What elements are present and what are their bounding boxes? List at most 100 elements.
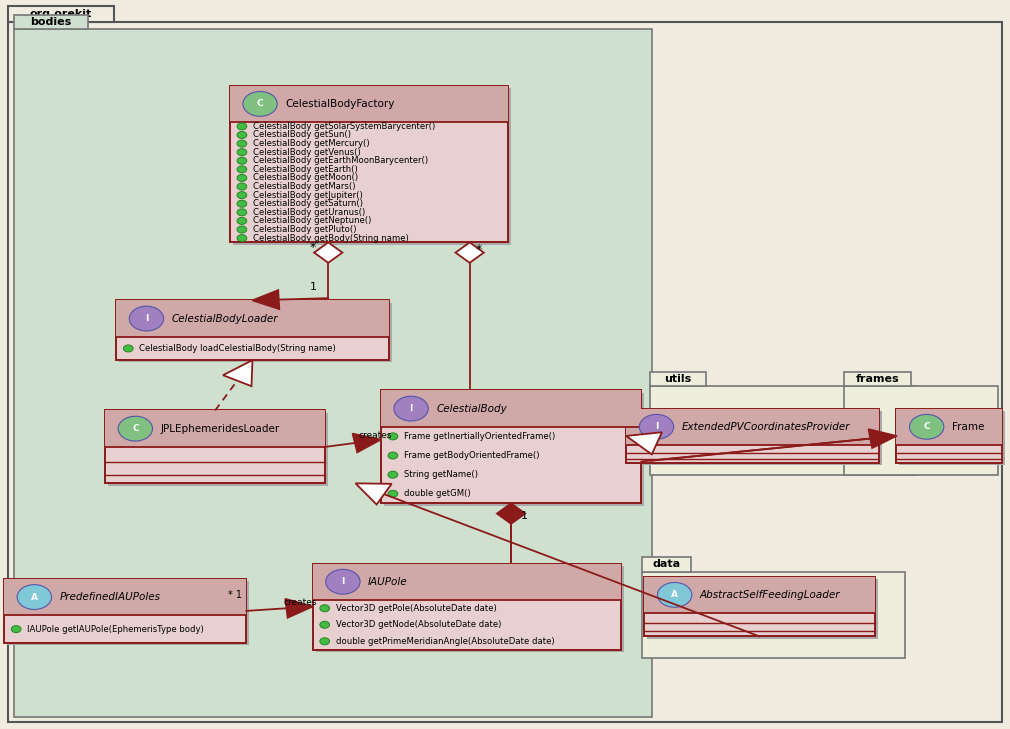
Text: Vector3D getNode(AbsoluteDate date): Vector3D getNode(AbsoluteDate date) — [336, 620, 501, 629]
Bar — [232, 88, 511, 245]
Text: ExtendedPVCoordinatesProvider: ExtendedPVCoordinatesProvider — [682, 422, 850, 432]
Bar — [644, 577, 875, 636]
Polygon shape — [869, 429, 897, 448]
Circle shape — [237, 174, 246, 182]
Polygon shape — [285, 599, 313, 617]
Circle shape — [909, 414, 943, 439]
Bar — [229, 85, 507, 122]
Circle shape — [388, 491, 398, 497]
Text: CelestialBody getEarthMoonBarycenter(): CelestialBody getEarthMoonBarycenter() — [252, 156, 428, 165]
Bar — [119, 303, 392, 362]
Text: I: I — [409, 404, 413, 413]
Bar — [14, 15, 88, 29]
Bar — [650, 372, 706, 386]
Polygon shape — [314, 243, 342, 263]
Text: utils: utils — [665, 374, 692, 384]
Bar — [4, 579, 246, 615]
Text: org.orekit: org.orekit — [30, 9, 92, 19]
Bar — [116, 300, 389, 360]
Bar — [381, 391, 641, 504]
Circle shape — [394, 397, 428, 421]
Bar — [105, 410, 325, 447]
Text: CelestialBody getJupiter(): CelestialBody getJupiter() — [252, 191, 363, 200]
Text: IAUPole getIAUPole(EphemerisType body): IAUPole getIAUPole(EphemerisType body) — [27, 625, 204, 634]
Bar — [105, 410, 325, 483]
Circle shape — [129, 306, 164, 331]
Text: bodies: bodies — [30, 17, 72, 27]
Text: CelestialBody loadCelestialBody(String name): CelestialBody loadCelestialBody(String n… — [139, 344, 336, 353]
Bar — [8, 6, 114, 22]
Text: CelestialBody getMars(): CelestialBody getMars() — [252, 182, 356, 191]
Circle shape — [237, 140, 246, 147]
Circle shape — [388, 433, 398, 440]
Circle shape — [388, 452, 398, 459]
Bar — [626, 408, 879, 445]
Text: I: I — [654, 422, 659, 432]
Bar — [14, 29, 652, 717]
Bar — [650, 386, 917, 475]
Polygon shape — [223, 360, 252, 386]
Bar — [229, 86, 507, 243]
Bar — [897, 408, 1002, 464]
Text: Frame getBodyOrientedFrame(): Frame getBodyOrientedFrame() — [404, 451, 539, 460]
Circle shape — [237, 149, 246, 156]
Polygon shape — [497, 504, 525, 523]
Bar — [116, 300, 389, 337]
Text: CelestialBody getSaturn(): CelestialBody getSaturn() — [252, 199, 363, 208]
Text: I: I — [144, 314, 148, 323]
Text: C: C — [923, 422, 930, 432]
Text: frames: frames — [855, 374, 900, 384]
Circle shape — [237, 123, 246, 130]
Circle shape — [237, 166, 246, 173]
Text: CelestialBody getSolarSystemBarycenter(): CelestialBody getSolarSystemBarycenter() — [252, 122, 435, 131]
Text: C: C — [257, 99, 264, 109]
Text: CelestialBody getVenus(): CelestialBody getVenus() — [252, 148, 361, 157]
Text: double getGM(): double getGM() — [404, 489, 471, 499]
Text: JPLEphemeridesLoader: JPLEphemeridesLoader — [161, 424, 280, 434]
Bar — [644, 577, 875, 613]
Bar — [844, 372, 911, 386]
Text: CelestialBody getMoon(): CelestialBody getMoon() — [252, 174, 359, 182]
Text: CelestialBody getNeptune(): CelestialBody getNeptune() — [252, 217, 372, 225]
Text: * 1: * 1 — [228, 590, 242, 600]
Bar — [642, 557, 691, 572]
Text: creates: creates — [284, 599, 317, 607]
Text: CelestialBody getBody(String name): CelestialBody getBody(String name) — [252, 233, 409, 243]
Text: C: C — [132, 424, 138, 433]
Text: *: * — [476, 243, 482, 256]
Bar — [647, 579, 878, 639]
Text: CelestialBody getMercury(): CelestialBody getMercury() — [252, 139, 370, 148]
Bar — [384, 392, 644, 506]
Text: CelestialBody: CelestialBody — [436, 404, 507, 413]
Circle shape — [11, 625, 21, 633]
Polygon shape — [456, 243, 484, 263]
Polygon shape — [352, 434, 381, 452]
Circle shape — [237, 183, 246, 190]
Text: creates: creates — [359, 432, 392, 440]
Circle shape — [237, 217, 246, 225]
Bar — [7, 581, 249, 645]
Text: CelestialBody getUranus(): CelestialBody getUranus() — [252, 208, 366, 217]
Circle shape — [320, 605, 329, 612]
Circle shape — [237, 200, 246, 207]
Text: A: A — [672, 590, 678, 599]
Circle shape — [242, 91, 277, 116]
Circle shape — [123, 345, 133, 352]
Circle shape — [237, 235, 246, 241]
Text: PredefinedIAUPoles: PredefinedIAUPoles — [60, 592, 161, 602]
Polygon shape — [252, 290, 279, 309]
Circle shape — [658, 582, 692, 607]
Bar — [313, 564, 620, 600]
Bar — [315, 566, 623, 652]
Bar — [313, 564, 620, 650]
Text: Vector3D getPole(AbsoluteDate date): Vector3D getPole(AbsoluteDate date) — [336, 604, 497, 613]
Circle shape — [237, 192, 246, 198]
Text: CelestialBodyFactory: CelestialBodyFactory — [285, 99, 395, 109]
Text: *: * — [310, 241, 316, 254]
Text: String getName(): String getName() — [404, 470, 478, 479]
Bar — [381, 391, 641, 427]
Bar — [629, 411, 882, 466]
Bar — [897, 408, 1002, 445]
Polygon shape — [356, 483, 392, 504]
Text: AbstractSelfFeedingLoader: AbstractSelfFeedingLoader — [700, 590, 840, 600]
